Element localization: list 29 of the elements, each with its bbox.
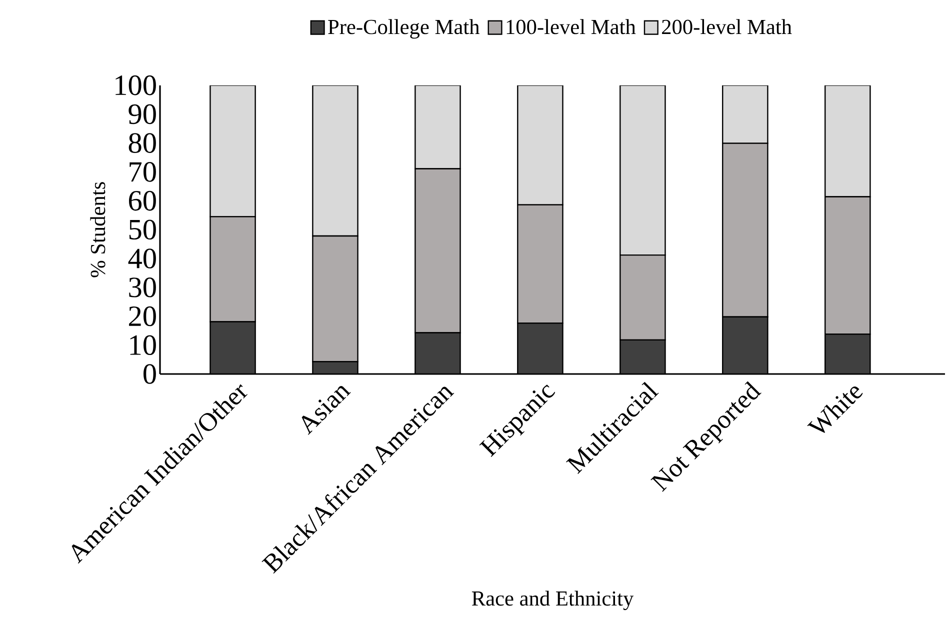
bar — [517, 322, 564, 374]
y-tick-label: 100 — [116, 75, 156, 96]
y-tick-label: 80 — [128, 133, 156, 153]
y-tick-label: 20 — [129, 306, 156, 326]
bar — [824, 334, 871, 374]
x-axis-title: Race and Ethnicity — [472, 590, 634, 610]
bar — [414, 332, 461, 374]
y-tick-label: 40 — [128, 248, 156, 268]
legend-label: 200-level Math — [662, 19, 792, 34]
bar — [210, 85, 256, 218]
y-tick-label: 60 — [128, 190, 156, 211]
legend-label: 100-level Math — [506, 19, 636, 34]
bar — [620, 339, 666, 374]
y-tick-label: 70 — [130, 162, 156, 182]
y-tick-label: 50 — [129, 220, 156, 240]
legend-label: Pre-College Math — [328, 19, 480, 39]
bar — [517, 85, 564, 206]
bar — [722, 316, 768, 374]
bar — [312, 85, 358, 237]
y-tick-label: 10 — [130, 335, 156, 356]
y-tick-label: 30 — [129, 277, 156, 298]
y-tick-label: 90 — [128, 104, 156, 124]
bar — [722, 85, 768, 144]
bar — [210, 321, 256, 374]
bar — [620, 85, 666, 256]
y-axis-title: % Students — [90, 182, 106, 278]
bar — [824, 85, 871, 198]
y-tick-label: 0 — [144, 364, 156, 384]
bar — [414, 85, 461, 170]
